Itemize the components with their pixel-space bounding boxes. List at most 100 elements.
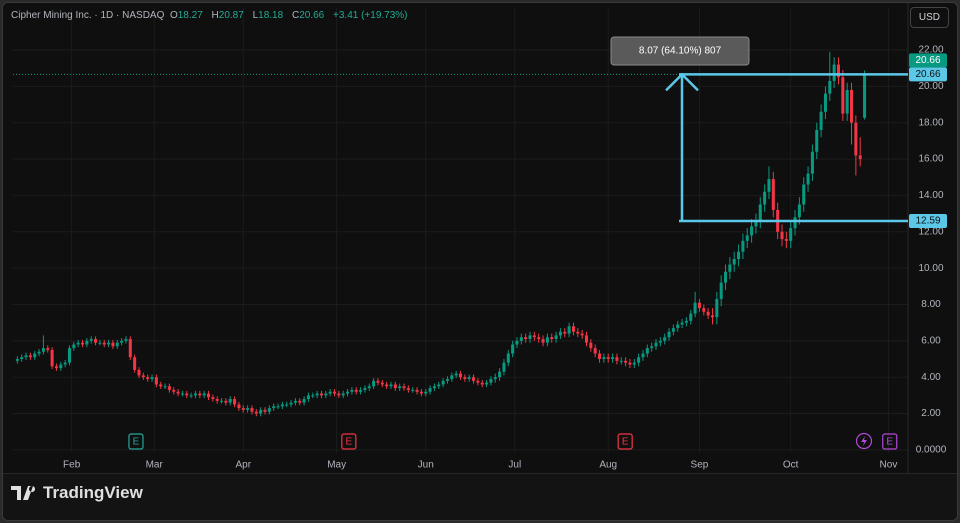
price-badge-label: 20.66 [915, 69, 940, 80]
ohlc-key: O [169, 10, 178, 21]
candle-body [72, 344, 76, 349]
candle-body [828, 80, 832, 94]
y-tick-label: 20.00 [918, 81, 943, 92]
candle-body [176, 391, 180, 394]
candle-body [710, 315, 715, 318]
candle-body [784, 239, 788, 241]
candle-body [832, 64, 836, 81]
candle-body [763, 191, 767, 205]
candle-body [180, 393, 184, 395]
candle-body [124, 339, 128, 341]
candle-body [519, 337, 523, 341]
candle-body [732, 259, 736, 265]
x-tick-label: Apr [235, 460, 251, 471]
candle-body [628, 362, 632, 365]
candle-body [311, 395, 315, 397]
candle-body [745, 235, 749, 241]
candle-body [20, 357, 24, 360]
candle-body [476, 380, 480, 383]
candle-body [224, 400, 228, 403]
y-tick-label: 16.00 [918, 154, 943, 165]
y-tick-label: 6.00 [921, 335, 941, 346]
candle-body [706, 311, 710, 316]
candle-body [250, 408, 254, 412]
candle-body [602, 357, 606, 360]
candle-body [819, 111, 823, 130]
candle-body [693, 302, 697, 314]
x-tick-label: Nov [880, 460, 898, 471]
candle-body [206, 393, 211, 398]
candle-body [671, 328, 675, 332]
candle-body [315, 393, 319, 396]
candle-body [441, 380, 445, 385]
candle-body [41, 348, 45, 352]
price-badge-label: 12.59 [915, 216, 940, 227]
candle-body [215, 399, 219, 401]
candle-body [632, 362, 636, 365]
x-tick-label: Oct [783, 460, 799, 471]
candle-body [624, 360, 628, 363]
candle-body [432, 386, 436, 389]
candle-body [472, 377, 476, 381]
candle-body [346, 391, 350, 394]
candle-body [767, 179, 771, 192]
candle-body [380, 382, 384, 385]
candle-body [85, 340, 89, 345]
candle-body [359, 389, 363, 392]
candle-body [276, 406, 280, 408]
y-tick-label: 10.00 [918, 263, 943, 274]
chart: 0.0000 2.00 4.00 6.00 8.00 10.00 12.00 14.00 16.… [3, 3, 957, 473]
candle-body [332, 391, 337, 394]
candle-body [94, 339, 98, 343]
candle-body [272, 406, 276, 409]
candle-body [141, 375, 145, 378]
candle-body [220, 400, 224, 402]
candle-body [24, 355, 28, 358]
candle-body [645, 348, 649, 354]
candle-body [524, 337, 528, 340]
candle-body [324, 393, 328, 396]
news-icon-bolt [861, 436, 867, 446]
candle-body [493, 377, 497, 380]
candle-body [389, 384, 393, 387]
y-tick-label: 2.00 [921, 408, 941, 419]
candle-body [146, 377, 150, 380]
x-tick-label: Sep [691, 460, 709, 471]
candle-body [589, 342, 593, 349]
candle-body [797, 204, 801, 218]
candle-body [680, 322, 684, 325]
candle-body [724, 271, 728, 283]
candle-body [193, 393, 197, 396]
candle-body [350, 389, 354, 392]
candle-body [802, 184, 806, 205]
event-label: E [346, 437, 353, 448]
candle-body [737, 251, 741, 260]
candle-body [211, 397, 215, 400]
candle-body [558, 331, 562, 336]
candle-body [619, 360, 623, 362]
candle-body [363, 388, 367, 390]
candle-body [150, 377, 154, 380]
x-tick-label: Jun [418, 460, 434, 471]
candle-body [485, 382, 489, 385]
x-tick-label: May [327, 460, 346, 471]
candle-body [319, 393, 323, 396]
currency-button[interactable]: USD [909, 7, 949, 28]
candle-body [233, 399, 237, 405]
candle-body [263, 409, 267, 412]
candle-body [259, 409, 263, 414]
candle-body [841, 77, 845, 114]
candle-body [80, 342, 85, 345]
y-tick-label: 18.00 [918, 117, 943, 128]
candle-body [424, 391, 428, 394]
ohlc-key: C [291, 10, 300, 21]
candle-body [28, 355, 32, 358]
candle-body [611, 357, 615, 360]
candle-body [50, 349, 54, 367]
candle-body [858, 155, 862, 160]
measure-label: 8.07 (64.10%) 807 [639, 46, 722, 57]
candle-body [563, 331, 567, 334]
candle-body [550, 337, 554, 340]
candle-body [198, 393, 202, 396]
